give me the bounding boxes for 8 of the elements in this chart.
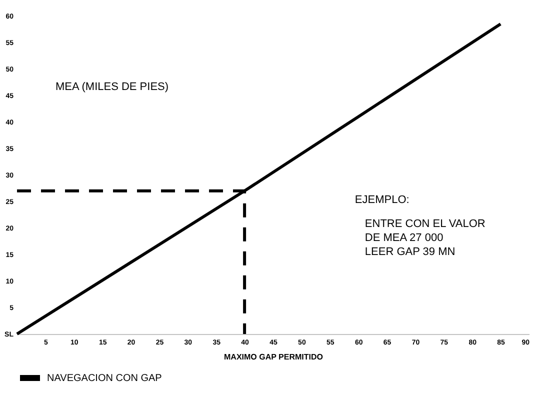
annotation: LEER GAP 39 MN (364, 246, 456, 258)
annotation: EJEMPLO: (354, 194, 410, 206)
annotation: ENTRE CON EL VALOR (364, 218, 486, 230)
line-series (16, 22, 502, 336)
legend-label: NAVEGACION CON GAP (47, 373, 162, 384)
x-axis-title: MAXIMO GAP PERMITIDO (224, 352, 323, 362)
y-axis-title: MEA (MILES DE PIES) (55, 81, 169, 93)
annotation: DE MEA 27 000 (364, 232, 444, 244)
